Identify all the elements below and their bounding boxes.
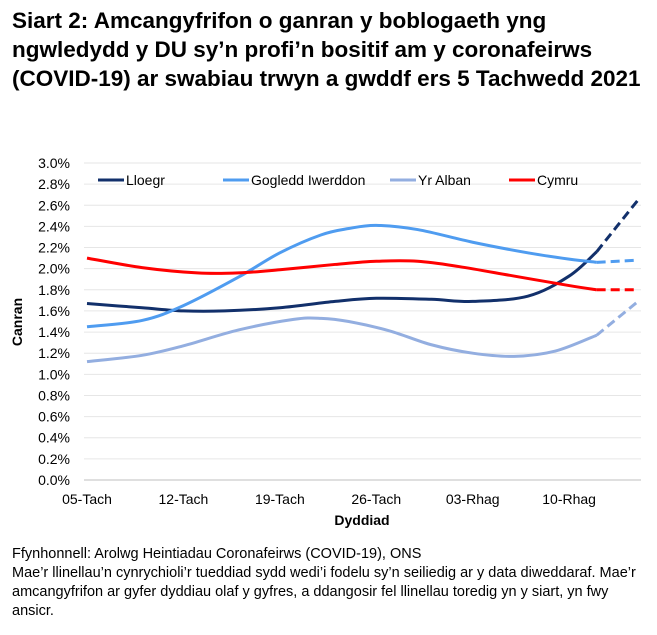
y-tick-label: 0.0% xyxy=(38,472,70,488)
legend-label: Yr Alban xyxy=(418,172,471,188)
y-tick-label: 0.4% xyxy=(38,430,70,446)
series-line-solid xyxy=(86,223,597,329)
line-chart: 0.0% 0.2% 0.4% 0.6% 0.8% 1.0% 1.2% 1.4% 1.6% 1.8%… xyxy=(9,155,641,528)
y-tick-label: 2.2% xyxy=(38,240,70,256)
y-tick-label: 2.8% xyxy=(38,176,70,192)
series-line-dashed xyxy=(595,199,640,253)
x-axis-label: Dyddiad xyxy=(334,512,389,528)
y-tick-label: 1.6% xyxy=(38,303,70,319)
method-note: Mae’r llinellau’n cynrychioli’r tueddiad… xyxy=(12,565,636,619)
legend-label: Gogledd Iwerddon xyxy=(251,172,365,188)
series-line-solid xyxy=(86,256,597,292)
y-tick-label: 2.4% xyxy=(38,218,70,234)
y-tick-label: 2.6% xyxy=(38,197,70,213)
y-tick-label: 1.4% xyxy=(38,324,70,340)
x-tick-label: 26-Tach xyxy=(351,491,401,507)
notes: Ffynhonnell: Arolwg Heintiadau Coronafei… xyxy=(12,545,652,621)
source-note: Ffynhonnell: Arolwg Heintiadau Coronafei… xyxy=(12,546,422,562)
y-tick-label: 2.0% xyxy=(38,261,70,277)
series-line-solid xyxy=(86,250,598,313)
x-tick-label: 19-Tach xyxy=(255,491,305,507)
y-axis-label: Canran xyxy=(9,298,25,346)
series-line-solid xyxy=(86,316,598,364)
y-tick-label: 0.2% xyxy=(38,451,70,467)
series-line-dashed xyxy=(595,300,639,337)
y-tick-label: 1.0% xyxy=(38,366,70,382)
y-tick-label: 3.0% xyxy=(38,155,70,171)
y-tick-label: 1.8% xyxy=(38,282,70,298)
legend-label: Lloegr xyxy=(126,172,165,188)
x-tick-label: 05-Tach xyxy=(62,491,112,507)
chart-title: Siart 2: Amcangyfrifon o ganran y boblog… xyxy=(12,8,641,91)
legend-label: Cymru xyxy=(537,172,578,188)
y-tick-label: 0.6% xyxy=(38,409,70,425)
x-tick-label: 03-Rhag xyxy=(446,491,500,507)
y-tick-label: 0.8% xyxy=(38,387,70,403)
y-tick-label: 1.2% xyxy=(38,345,70,361)
series-line-dashed xyxy=(596,258,639,264)
x-tick-label: 10-Rhag xyxy=(542,491,596,507)
x-tick-label: 12-Tach xyxy=(159,491,209,507)
